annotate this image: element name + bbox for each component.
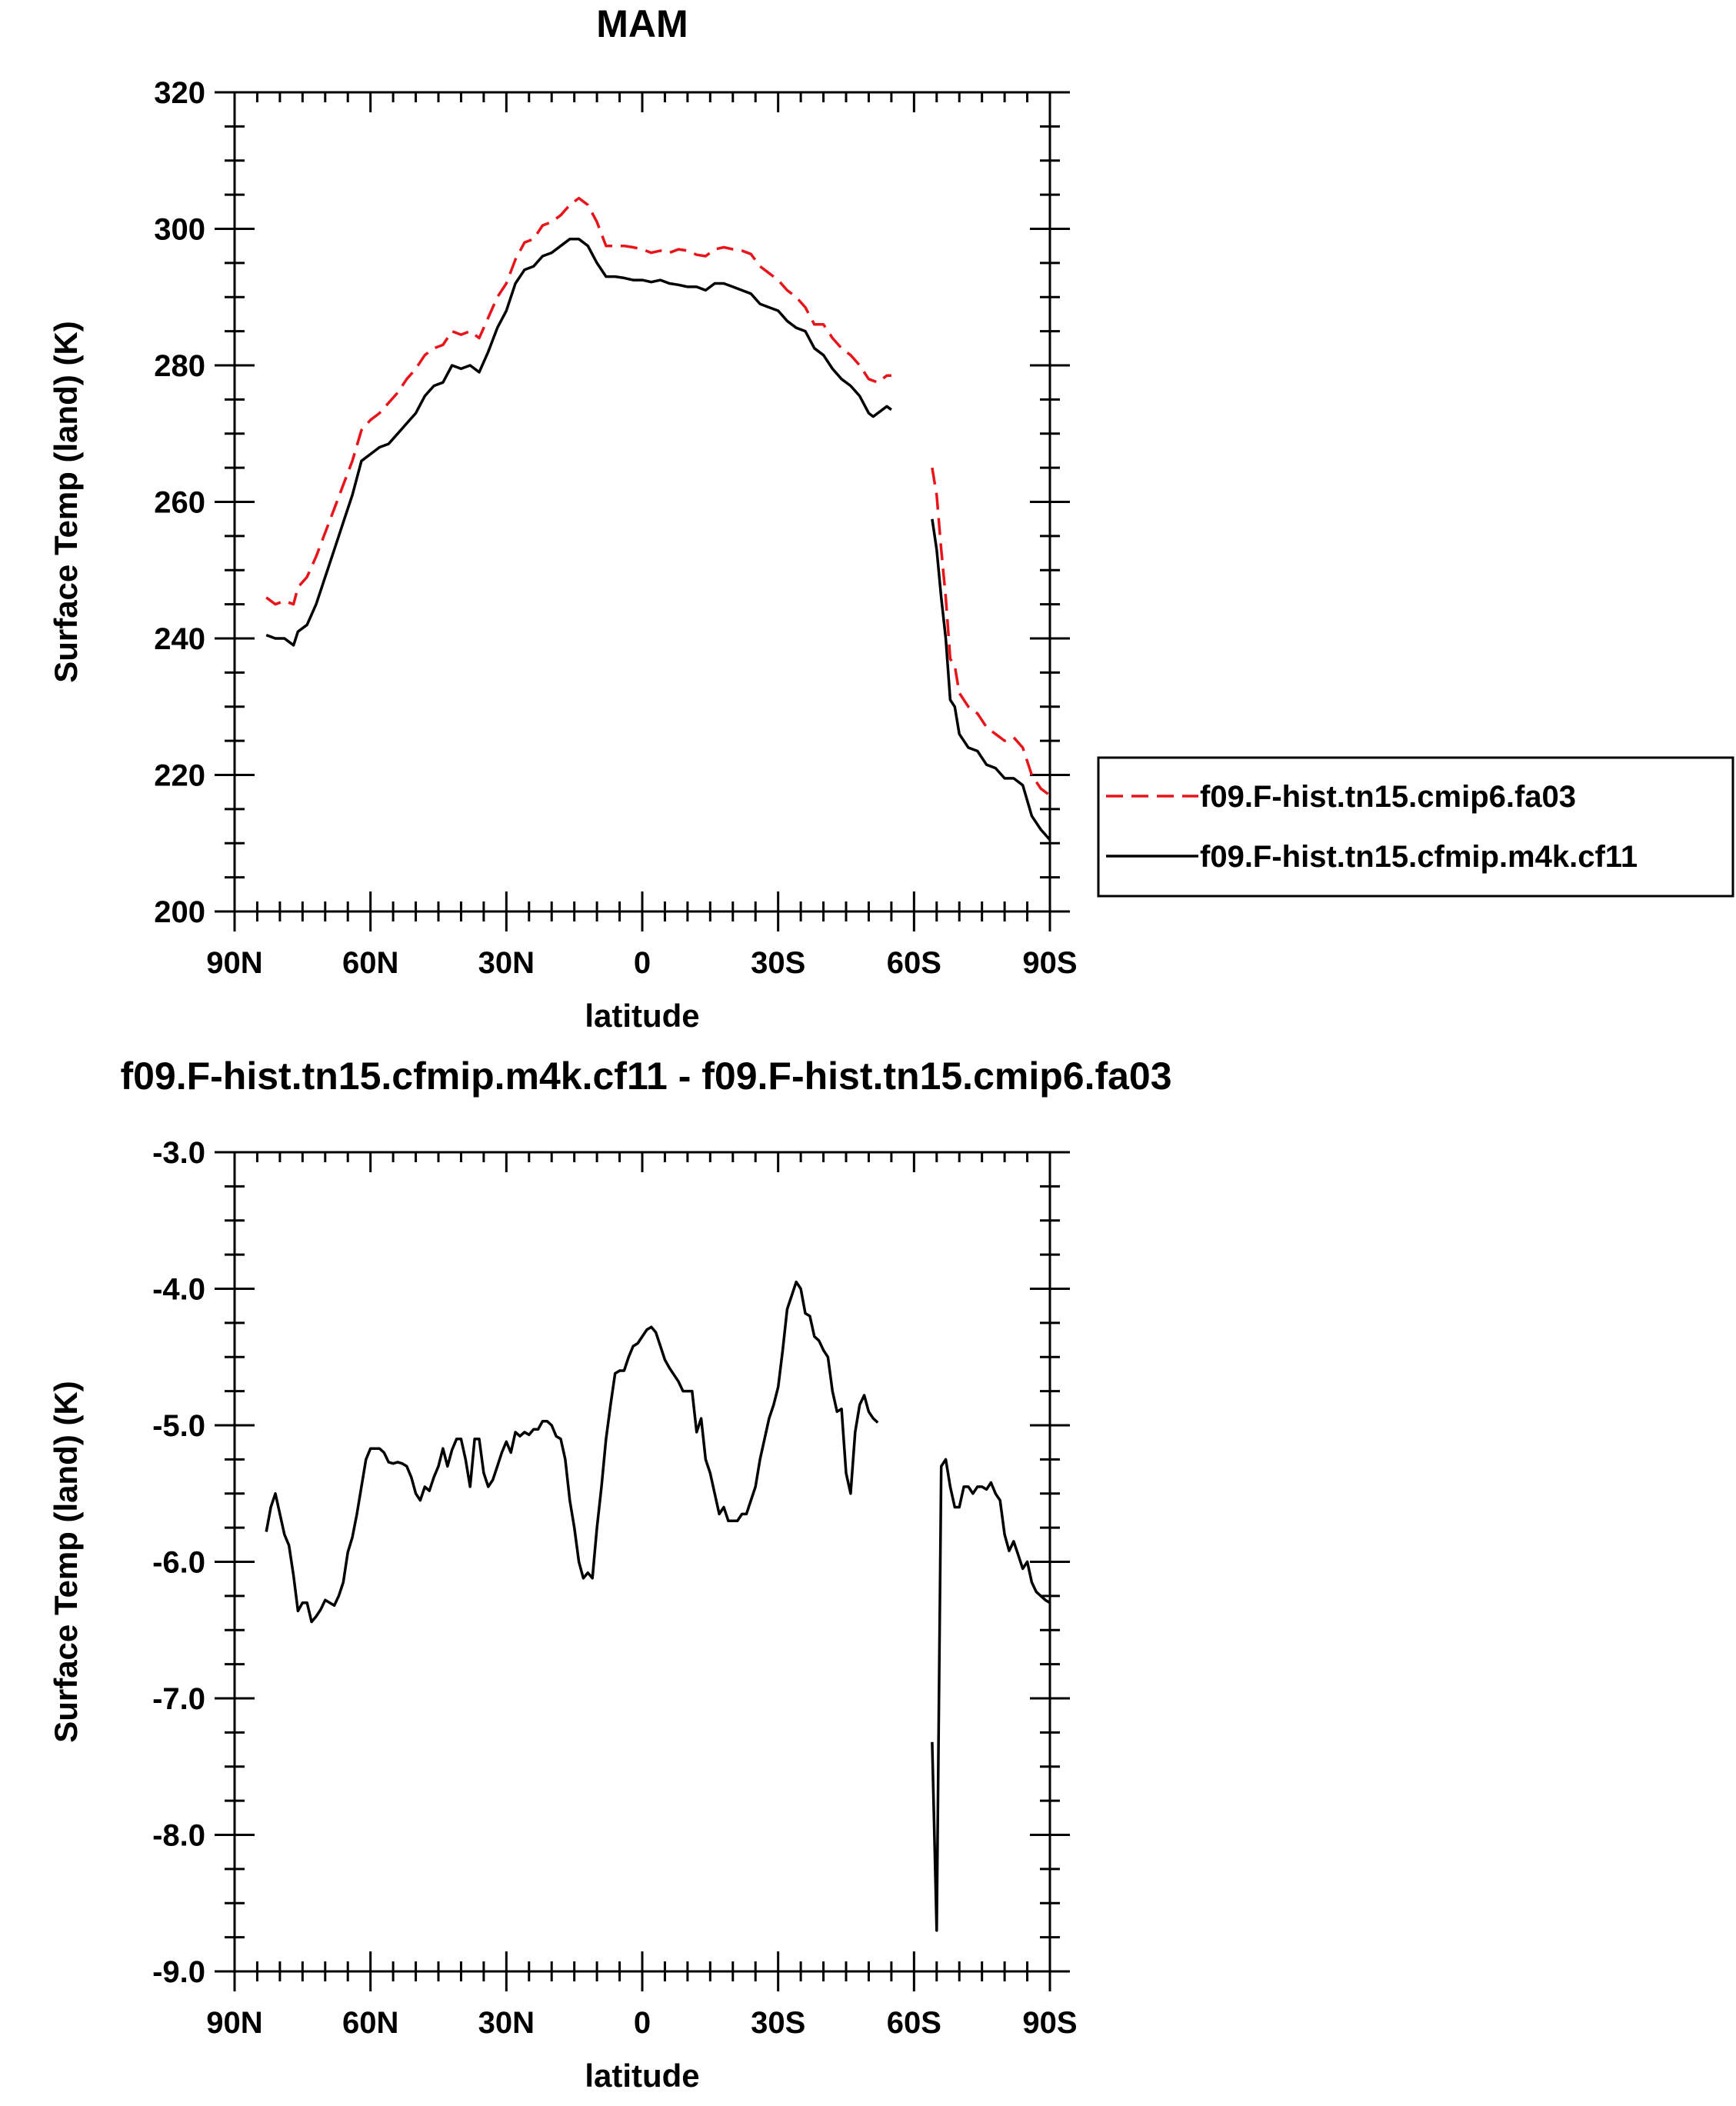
- x-tick-label-bottom: 60S: [887, 2006, 941, 2040]
- series-line-bottom-0-seg-1: [931, 1458, 1051, 1932]
- x-tick-label-top: 0: [634, 946, 651, 980]
- x-tick-label-bottom: 90S: [1022, 2006, 1077, 2040]
- x-tick-label-top: 30N: [478, 946, 535, 980]
- y-axis-title-bottom: Surface Temp (land) (K): [48, 1381, 84, 1743]
- series-line-top-1-seg-0: [265, 238, 892, 647]
- series-line-bottom-0-seg-0: [265, 1280, 879, 1624]
- x-axis-title-top: latitude: [585, 998, 699, 1034]
- y-tick-label-top: 220: [154, 759, 205, 793]
- series-line-top-1-seg-1: [931, 518, 1051, 841]
- x-tick-label-bottom: 0: [634, 2006, 651, 2040]
- y-tick-label-top: 300: [154, 213, 205, 247]
- series-line-top-0-seg-0: [265, 196, 891, 606]
- x-tick-label-top: 60N: [342, 946, 398, 980]
- y-tick-label-top: 320: [154, 76, 205, 110]
- x-tick-label-top: 60S: [887, 946, 941, 980]
- x-tick-label-bottom: 90N: [206, 2006, 262, 2040]
- y-tick-label-bottom: -5.0: [152, 1409, 205, 1443]
- y-tick-label-bottom: -9.0: [152, 1955, 205, 1989]
- x-tick-label-bottom: 60N: [342, 2006, 398, 2040]
- x-tick-label-top: 30S: [751, 946, 805, 980]
- y-axis-title-top: Surface Temp (land) (K): [48, 321, 84, 683]
- legend-label-1: f09.F-hist.tn15.cfmip.m4k.cf11: [1200, 840, 1638, 874]
- y-tick-label-top: 280: [154, 349, 205, 383]
- y-tick-label-top: 260: [154, 486, 205, 520]
- x-tick-label-bottom: 30N: [478, 2006, 535, 2040]
- series-line-top-0-seg-1: [931, 467, 1051, 797]
- y-tick-label-top: 200: [154, 895, 205, 929]
- chart-title-top: MAM: [596, 2, 688, 45]
- x-tick-label-top: 90S: [1022, 946, 1077, 980]
- y-tick-label-bottom: -4.0: [152, 1273, 205, 1307]
- y-tick-label-bottom: -8.0: [152, 1819, 205, 1853]
- y-tick-label-bottom: -3.0: [152, 1136, 205, 1170]
- legend-label-0: f09.F-hist.tn15.cmip6.fa03: [1200, 780, 1576, 814]
- x-tick-label-top: 90N: [206, 946, 262, 980]
- chart-title-bottom: f09.F-hist.tn15.cfmip.m4k.cf11 - f09.F-h…: [120, 1055, 1172, 1098]
- x-tick-label-bottom: 30S: [751, 2006, 805, 2040]
- plot-frame-top: [233, 91, 1051, 913]
- y-tick-label-top: 240: [154, 622, 205, 656]
- x-axis-title-bottom: latitude: [585, 2058, 699, 2094]
- legend-box: [1097, 756, 1734, 898]
- y-tick-label-bottom: -7.0: [152, 1682, 205, 1716]
- y-tick-label-bottom: -6.0: [152, 1546, 205, 1580]
- plot-frame-bottom: [233, 1151, 1051, 1973]
